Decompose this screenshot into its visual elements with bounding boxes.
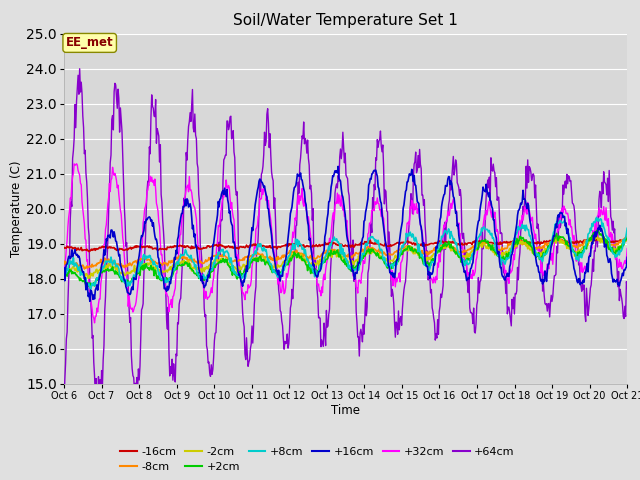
Y-axis label: Temperature (C): Temperature (C) <box>10 160 24 257</box>
Text: EE_met: EE_met <box>66 36 113 49</box>
X-axis label: Time: Time <box>331 404 360 417</box>
Legend: -16cm, -8cm, -2cm, +2cm, +8cm, +16cm, +32cm, +64cm: -16cm, -8cm, -2cm, +2cm, +8cm, +16cm, +3… <box>116 442 519 477</box>
Title: Soil/Water Temperature Set 1: Soil/Water Temperature Set 1 <box>233 13 458 28</box>
